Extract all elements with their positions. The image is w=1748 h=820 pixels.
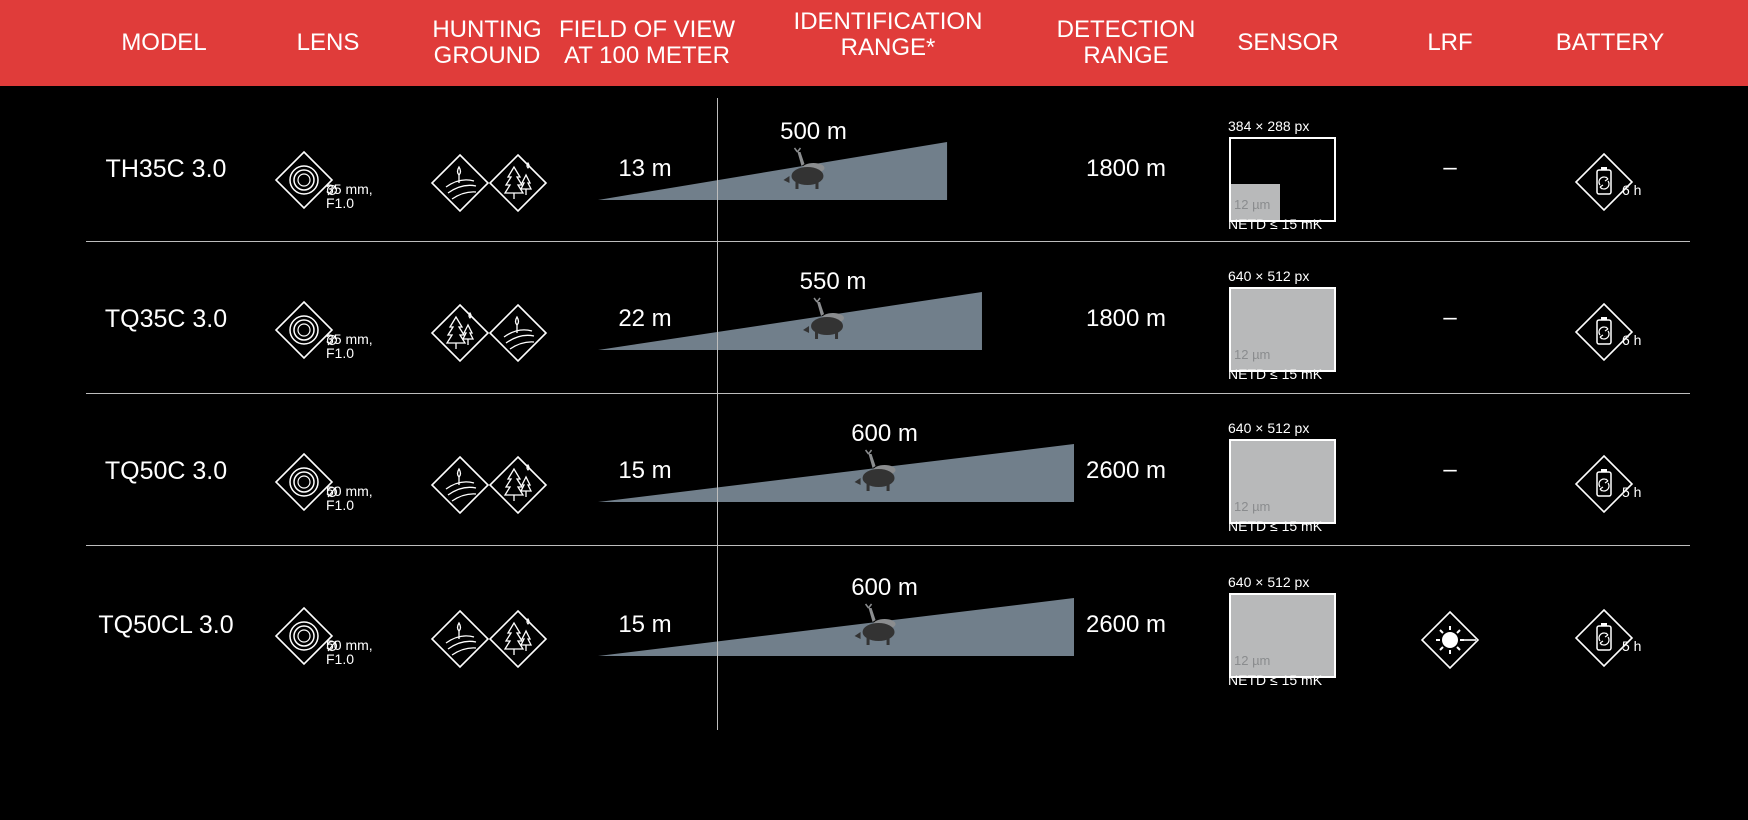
- lens-focal: 35 mm,: [326, 181, 373, 197]
- sensor-chip: 12 µm: [1229, 287, 1336, 372]
- header-detection-range: DETECTION RANGE: [1056, 16, 1196, 69]
- model-name: TQ50C 3.0: [104, 457, 228, 485]
- sensor-pixel-pitch: 12 µm: [1234, 653, 1271, 668]
- model-name: TQ50CL 3.0: [98, 611, 234, 639]
- forest-drop-icon: [488, 455, 548, 515]
- battery-life: 6 h: [1622, 332, 1642, 348]
- lens-aperture: F1.0: [326, 651, 355, 667]
- model-name: TH35C 3.0: [105, 155, 227, 183]
- battery-icon: [1574, 454, 1634, 514]
- battery-life: 5 h: [1622, 638, 1642, 654]
- identification-cone: [598, 292, 982, 350]
- fov-value: 15 m: [618, 457, 672, 484]
- table-header: MODEL LENS HUNTING GROUND FIELD OF VIEW …: [0, 0, 1748, 86]
- header-model: MODEL: [121, 29, 207, 56]
- identification-range-value: 550 m: [799, 268, 867, 295]
- animal-silhouettes-icon: [854, 449, 896, 491]
- table-row: TQ35C 3.0 35 mm, F1.0 22 m: [0, 248, 1748, 398]
- detection-range-value: 1800 m: [1085, 305, 1167, 332]
- lens-icon: [274, 452, 338, 512]
- forest-drop-icon: [488, 153, 548, 213]
- sensor-netd: NETD ≤ 15 mK: [1228, 216, 1323, 232]
- header-lrf: LRF: [1427, 29, 1473, 56]
- lens-icon: [274, 150, 338, 210]
- animal-silhouettes-icon: [783, 147, 825, 189]
- header-hunting-ground: HUNTING GROUND: [432, 16, 542, 69]
- lens-aperture: F1.0: [326, 345, 355, 361]
- identification-range-value: 600 m: [851, 420, 918, 447]
- lens-spec: 35 mm, F1.0: [326, 182, 373, 210]
- lens-focal: 50 mm,: [326, 637, 373, 653]
- header-field-of-view: FIELD OF VIEW AT 100 METER: [558, 16, 735, 69]
- model-name: TQ35C 3.0: [104, 305, 228, 333]
- detection-range-value: 2600 m: [1085, 457, 1167, 484]
- lrf-value: –: [1443, 304, 1457, 331]
- animal-silhouettes-icon: [854, 603, 896, 645]
- sensor-fill: [1231, 184, 1281, 220]
- lens-spec: 50 mm, F1.0: [326, 638, 373, 666]
- battery-life: 5 h: [1622, 484, 1642, 500]
- row-separator: [86, 241, 1690, 242]
- table-row: TH35C 3.0 35 mm, F1.0 13 m: [0, 98, 1748, 248]
- table-row: TQ50CL 3.0 50 mm, F1.0 15 m: [0, 554, 1748, 704]
- lens-focal: 35 mm,: [326, 331, 373, 347]
- sensor-resolution: 640 × 512 px: [1228, 574, 1310, 590]
- lens-aperture: F1.0: [326, 195, 355, 211]
- sensor-pixel-pitch: 12 µm: [1234, 197, 1271, 212]
- lens-spec: 35 mm, F1.0: [326, 332, 373, 360]
- detection-range-value: 2600 m: [1085, 611, 1167, 638]
- vertical-divider: [717, 98, 718, 730]
- forest-drop-icon: [430, 303, 490, 363]
- sensor-netd: NETD ≤ 15 mK: [1228, 518, 1323, 534]
- lens-icon: [274, 300, 338, 360]
- row-separator: [86, 393, 1690, 394]
- header-identification-range: IDENTIFICATION RANGE*: [793, 8, 983, 61]
- sensor-netd: NETD ≤ 15 mK: [1228, 672, 1323, 688]
- fov-value: 13 m: [618, 155, 672, 182]
- field-drop-icon: [430, 609, 490, 669]
- sensor-fill: [1231, 595, 1334, 676]
- field-drop-icon: [488, 303, 548, 363]
- battery-icon: [1574, 152, 1634, 212]
- sensor-pixel-pitch: 12 µm: [1234, 499, 1271, 514]
- forest-drop-icon: [488, 609, 548, 669]
- sensor-pixel-pitch: 12 µm: [1234, 347, 1271, 362]
- header-battery: BATTERY: [1555, 29, 1665, 56]
- sensor-resolution: 640 × 512 px: [1228, 268, 1310, 284]
- identification-cone: [598, 142, 948, 200]
- header-lens: LENS: [296, 29, 360, 56]
- sensor-fill: [1231, 441, 1334, 522]
- laser-rangefinder-icon: [1420, 610, 1480, 670]
- sensor-resolution: 640 × 512 px: [1228, 420, 1310, 436]
- header-sensor: SENSOR: [1237, 29, 1339, 56]
- battery-icon: [1574, 302, 1634, 362]
- sensor-resolution: 384 × 288 px: [1228, 118, 1310, 134]
- sensor-chip: 12 µm: [1229, 593, 1336, 678]
- fov-value: 15 m: [618, 611, 672, 638]
- battery-life: 6 h: [1622, 182, 1642, 198]
- sensor-chip: 12 µm: [1229, 137, 1336, 222]
- battery-icon: [1574, 608, 1634, 668]
- row-separator: [86, 545, 1690, 546]
- lens-icon: [274, 606, 338, 666]
- field-drop-icon: [430, 455, 490, 515]
- lrf-value: –: [1443, 456, 1457, 483]
- detection-range-value: 1800 m: [1085, 155, 1167, 182]
- identification-range-value: 600 m: [851, 574, 918, 601]
- fov-value: 22 m: [618, 305, 672, 332]
- lens-spec: 50 mm, F1.0: [326, 484, 373, 512]
- lrf-value: –: [1443, 154, 1457, 181]
- sensor-chip: 12 µm: [1229, 439, 1336, 524]
- sensor-netd: NETD ≤ 15 mK: [1228, 366, 1323, 382]
- animal-silhouettes-icon: [803, 297, 845, 339]
- table-row: TQ50C 3.0 50 mm, F1.0 15 m: [0, 400, 1748, 550]
- lens-focal: 50 mm,: [326, 483, 373, 499]
- lens-aperture: F1.0: [326, 497, 355, 513]
- field-drop-icon: [430, 153, 490, 213]
- sensor-fill: [1231, 289, 1334, 370]
- identification-range-value: 500 m: [780, 118, 847, 145]
